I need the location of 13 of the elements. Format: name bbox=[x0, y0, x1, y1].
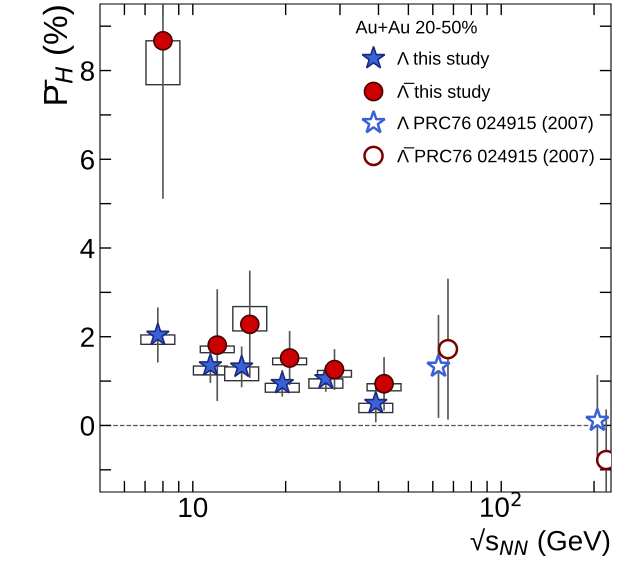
y-tick-label: 6 bbox=[81, 150, 94, 170]
x-axis-title: √s$_{NN}$ (GeV) bbox=[470, 528, 610, 556]
legend-label: Λ̅ PRC76 024915 (2007) bbox=[397, 147, 594, 166]
x-tick-label: 10 bbox=[180, 498, 208, 518]
y-tick-label: 2 bbox=[81, 327, 94, 347]
y-axis-title: P̄$_{H}$ (%) bbox=[42, 6, 74, 104]
y-tick-label: 0 bbox=[80, 416, 94, 436]
legend-title: Au+Au 20-50% bbox=[356, 20, 477, 34]
legend-label: Λ̅ this study bbox=[397, 82, 490, 102]
y-tick-label: 4 bbox=[80, 238, 94, 258]
y-tick-label: 8 bbox=[80, 61, 94, 81]
legend-label: Λ this study bbox=[397, 52, 490, 68]
legend-label: Λ PRC76 024915 (2007) bbox=[397, 116, 593, 133]
